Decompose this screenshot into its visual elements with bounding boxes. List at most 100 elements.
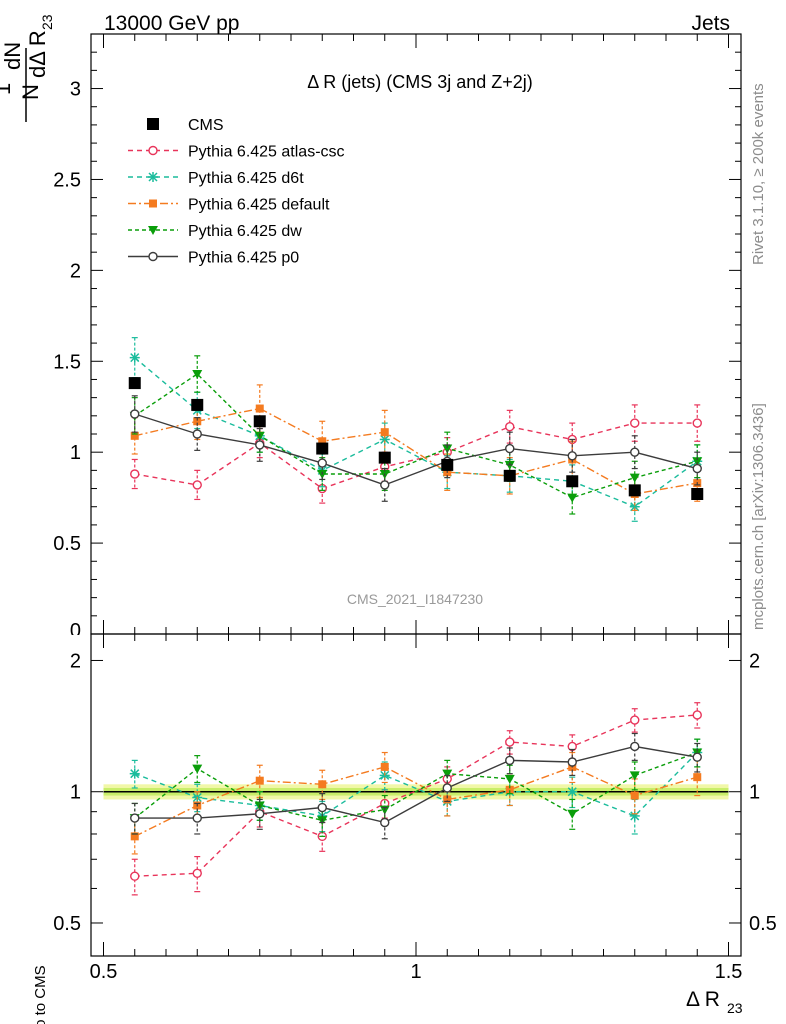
header-left: 13000 GeV pp [104, 12, 239, 35]
ylabel-dn: dN [0, 42, 25, 70]
ratio-y-tick-label: 0.5 [53, 913, 81, 935]
main-series-5-marker [505, 443, 515, 454]
mcplots-label: mcplots.cern.ch [arXiv:1306.3436] [750, 403, 767, 630]
chart-title: Δ R (jets) (CMS 3j and Z+2j) [307, 72, 533, 92]
ratio-series-5-marker [255, 809, 265, 819]
main-series-cms-marker [253, 415, 266, 428]
ratio-series-4-marker [567, 809, 578, 819]
main-series-4-marker [192, 370, 203, 379]
main-y-tick-label: 2.5 [53, 169, 81, 191]
main-series-3-marker [255, 404, 264, 413]
ratio-y-tick-label-right: 1 [749, 782, 760, 804]
main-series-1-line [134, 422, 698, 490]
legend-label: Pythia 6.425 default [188, 197, 330, 214]
ratio-series-3-marker [380, 762, 389, 771]
main-series-1-marker [692, 418, 702, 428]
header-right: Jets [691, 12, 730, 35]
x-axis-label: Δ R [686, 988, 720, 1011]
main-series-4-marker [567, 493, 578, 503]
main-series-3-line [134, 407, 698, 495]
x-tick-label: 1.5 [715, 961, 743, 983]
main-series-3-marker [318, 437, 327, 446]
ratio-series-4-marker [504, 774, 515, 784]
main-series-3-marker [193, 417, 202, 426]
ratio-series-1-marker [692, 710, 702, 720]
main-series-5-marker [567, 451, 577, 461]
legend-marker [148, 172, 158, 182]
main-series-1-marker [130, 469, 140, 479]
rivet-label: Rivet 3.1.10, ≥ 200k events [750, 83, 767, 265]
ratio-series-3-marker [505, 785, 514, 794]
main-series-cms-marker [128, 377, 141, 390]
main-series-2-marker-stroke [380, 434, 390, 444]
main-ylabel: 1 N dN dΔ R 23 [0, 14, 55, 100]
ratio-y-tick-label-right: 0.5 [749, 913, 777, 935]
ratio-series-5-marker [130, 813, 140, 823]
main-series-1-marker [630, 418, 640, 428]
legend-marker [147, 118, 159, 130]
main-series-5-marker [692, 463, 702, 474]
main-series-5-marker [380, 480, 390, 490]
main-series-4-marker [442, 444, 453, 454]
x-tick-label: 1 [410, 961, 421, 983]
ylabel-one: 1 [0, 83, 15, 95]
ratio-series-4-marker [192, 764, 203, 774]
main-series-cms-marker [691, 488, 704, 500]
legend-label: Pythia 6.425 atlas-csc [188, 144, 345, 161]
legend-marker [148, 226, 158, 235]
ratio-series-3-marker [318, 780, 327, 789]
ratio-series-2-marker [129, 768, 140, 779]
ratio-series-5-marker [317, 802, 327, 813]
ratio-series-4-marker [629, 771, 640, 781]
main-y-tick-label: 1 [70, 442, 81, 464]
ratio-y-tick-label: 2 [70, 650, 81, 672]
ratio-series-3-line [134, 766, 698, 837]
ratio-series-3-marker [443, 795, 452, 804]
legend-marker [148, 251, 158, 262]
main-series-5-marker [630, 447, 640, 457]
x-axis-label-sub: 23 [727, 1000, 743, 1016]
main-series-2-marker-stroke [630, 502, 640, 512]
ratio-series-5-marker [567, 757, 577, 767]
main-series-cms-marker [628, 484, 641, 497]
main-series-2-marker-stroke [130, 353, 140, 363]
ratio-y-tick-label-right: 2 [749, 650, 760, 672]
main-series-cms-marker [316, 442, 329, 455]
ratio-series-5-marker [192, 813, 202, 823]
main-series-cms-marker [378, 451, 391, 464]
ratio-series-3-marker [255, 776, 264, 785]
ratio-series-1-marker [630, 715, 640, 725]
main-series-cms-marker [191, 398, 204, 411]
main-y-tick-label: 3 [70, 79, 81, 101]
main-y-tick-label: 2 [70, 260, 81, 282]
ratio-series-3-marker [130, 832, 139, 841]
main-series-4-line [134, 373, 698, 499]
main-series-5-marker [317, 458, 327, 468]
ratio-series-3-marker [693, 773, 702, 782]
main-series-cms-marker [441, 458, 454, 471]
legend-label: Pythia 6.425 d6t [188, 170, 304, 187]
plot-layer: 0.5 1 1.5 2 2.5 3 0 0.5 1 1.5 0.5 0.5 1 1 2 2 CMS Pythia … [53, 33, 777, 983]
ratio-series-2-marker [567, 786, 578, 797]
main-series-3-marker [380, 428, 389, 437]
main-series-1-marker [192, 480, 202, 490]
main-y-tick-label-zero: 0 [70, 620, 81, 642]
legend-label: Pythia 6.425 p0 [188, 250, 299, 267]
legend-marker-stroke [148, 172, 158, 182]
legend-marker [149, 199, 157, 208]
main-series-5-line [134, 413, 698, 486]
main-series-4-marker [692, 457, 703, 467]
ratio-series-5-marker [380, 817, 390, 828]
main-series-2-marker [129, 352, 140, 363]
ratio-series-1-marker [505, 737, 515, 747]
ratio-series-4-marker [442, 769, 453, 779]
ratio-series-2-marker-stroke [567, 787, 577, 797]
ratio-series-5-marker [442, 783, 452, 793]
ratio-series-5-marker [692, 752, 702, 762]
ratio-series-4-line [134, 751, 698, 821]
ratio-ylabel-text: Ratio to CMS [32, 965, 49, 1024]
main-series-cms-marker [503, 469, 516, 482]
ratio-series-5-marker [630, 741, 640, 752]
x-tick-label: 0.5 [90, 961, 118, 983]
